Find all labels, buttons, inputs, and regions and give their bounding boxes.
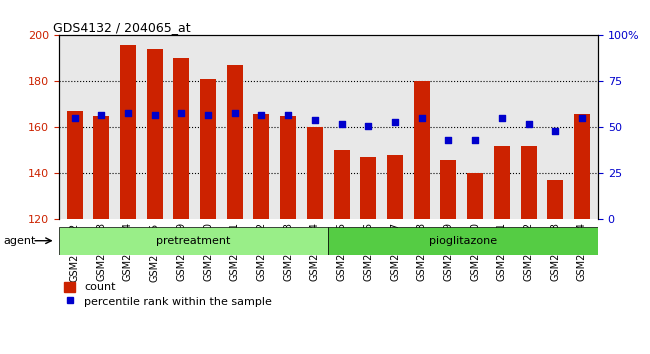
Bar: [147, 49, 162, 219]
Bar: [227, 65, 243, 219]
Bar: [521, 146, 536, 219]
Point: [443, 137, 454, 143]
Point: [123, 110, 133, 115]
Point: [150, 112, 160, 118]
Point: [523, 121, 534, 127]
Point: [70, 115, 80, 121]
Text: GDS4132 / 204065_at: GDS4132 / 204065_at: [53, 21, 190, 34]
Point: [577, 115, 587, 121]
Point: [96, 112, 107, 118]
Point: [550, 128, 560, 134]
Bar: [441, 160, 456, 219]
Bar: [93, 116, 109, 219]
Bar: [494, 146, 510, 219]
Point: [497, 115, 507, 121]
Point: [176, 110, 187, 115]
Bar: [120, 45, 136, 219]
Text: agent: agent: [3, 236, 35, 246]
Bar: [413, 81, 430, 219]
Bar: [387, 155, 403, 219]
Point: [417, 115, 427, 121]
Bar: [360, 157, 376, 219]
Point: [283, 112, 293, 118]
FancyBboxPatch shape: [328, 227, 598, 255]
Bar: [254, 114, 270, 219]
FancyBboxPatch shape: [58, 227, 328, 255]
Point: [256, 112, 266, 118]
Bar: [333, 150, 350, 219]
Point: [363, 123, 374, 129]
Point: [337, 121, 347, 127]
Legend: count, percentile rank within the sample: count, percentile rank within the sample: [64, 282, 272, 307]
Bar: [574, 114, 590, 219]
Bar: [200, 79, 216, 219]
Bar: [467, 173, 483, 219]
Bar: [307, 127, 323, 219]
Point: [229, 110, 240, 115]
Point: [390, 119, 400, 125]
Point: [309, 117, 320, 123]
Text: pretreatment: pretreatment: [156, 236, 231, 246]
Point: [203, 112, 213, 118]
Bar: [174, 58, 189, 219]
Bar: [66, 111, 83, 219]
Bar: [280, 116, 296, 219]
Point: [470, 137, 480, 143]
Bar: [547, 181, 564, 219]
Text: pioglitazone: pioglitazone: [429, 236, 497, 246]
